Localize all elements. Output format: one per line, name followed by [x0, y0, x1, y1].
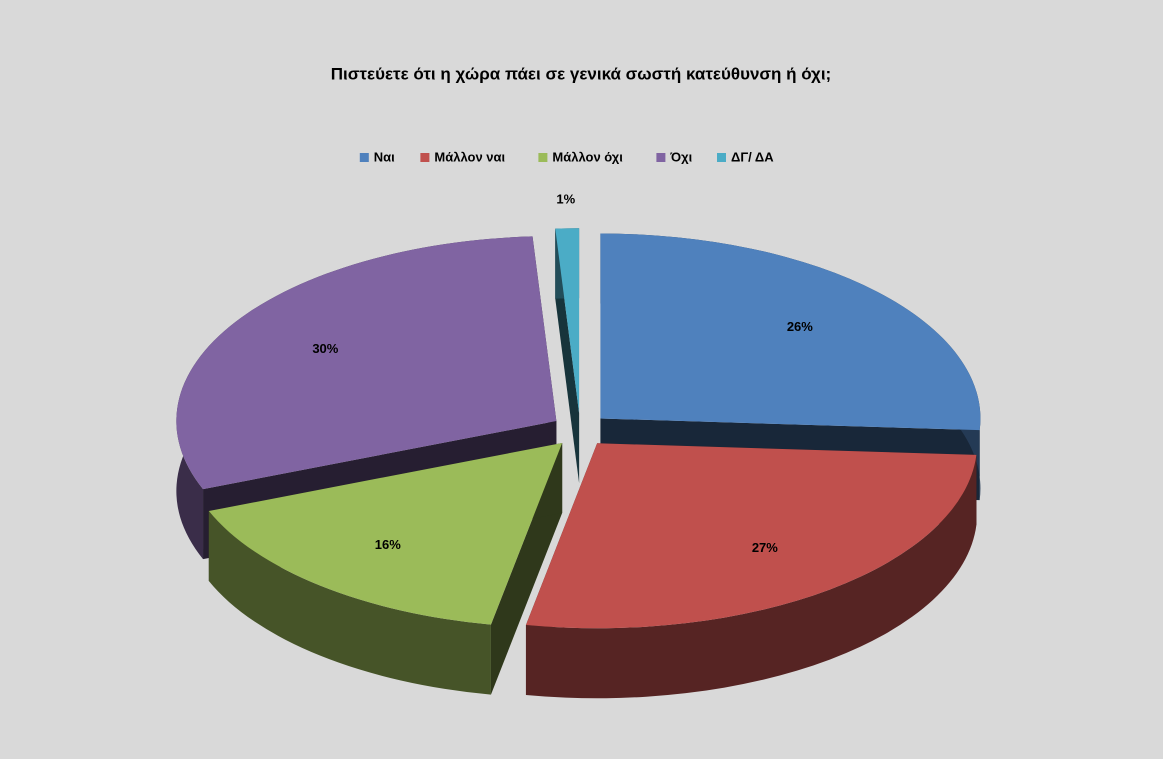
data-label: 16% [375, 537, 401, 552]
legend-label: ΔΓ/ ΔΑ [731, 149, 774, 164]
slice [176, 236, 557, 490]
slice [555, 228, 580, 414]
chart-title: Πιστεύετε ότι η χώρα πάει σε γενικά σωστ… [331, 64, 831, 83]
legend-swatch [656, 153, 666, 162]
legend-swatch [717, 153, 726, 162]
slice [208, 442, 563, 625]
legend-label: Ναι [374, 149, 395, 164]
slice-side [525, 454, 977, 699]
legend-label: Μάλλον όχι [552, 149, 623, 164]
legend-swatch [359, 153, 369, 162]
data-label: 27% [752, 540, 778, 555]
data-label: 1% [556, 192, 575, 207]
slice-side [208, 511, 491, 695]
legend-swatch [420, 153, 430, 162]
slice [525, 443, 977, 629]
data-label: 26% [787, 319, 813, 334]
slice [600, 233, 981, 431]
legend-label: Μάλλον ναι [434, 149, 505, 164]
data-label: 30% [312, 341, 338, 356]
legend-label: Όχι [669, 149, 692, 164]
legend-swatch [538, 153, 548, 162]
